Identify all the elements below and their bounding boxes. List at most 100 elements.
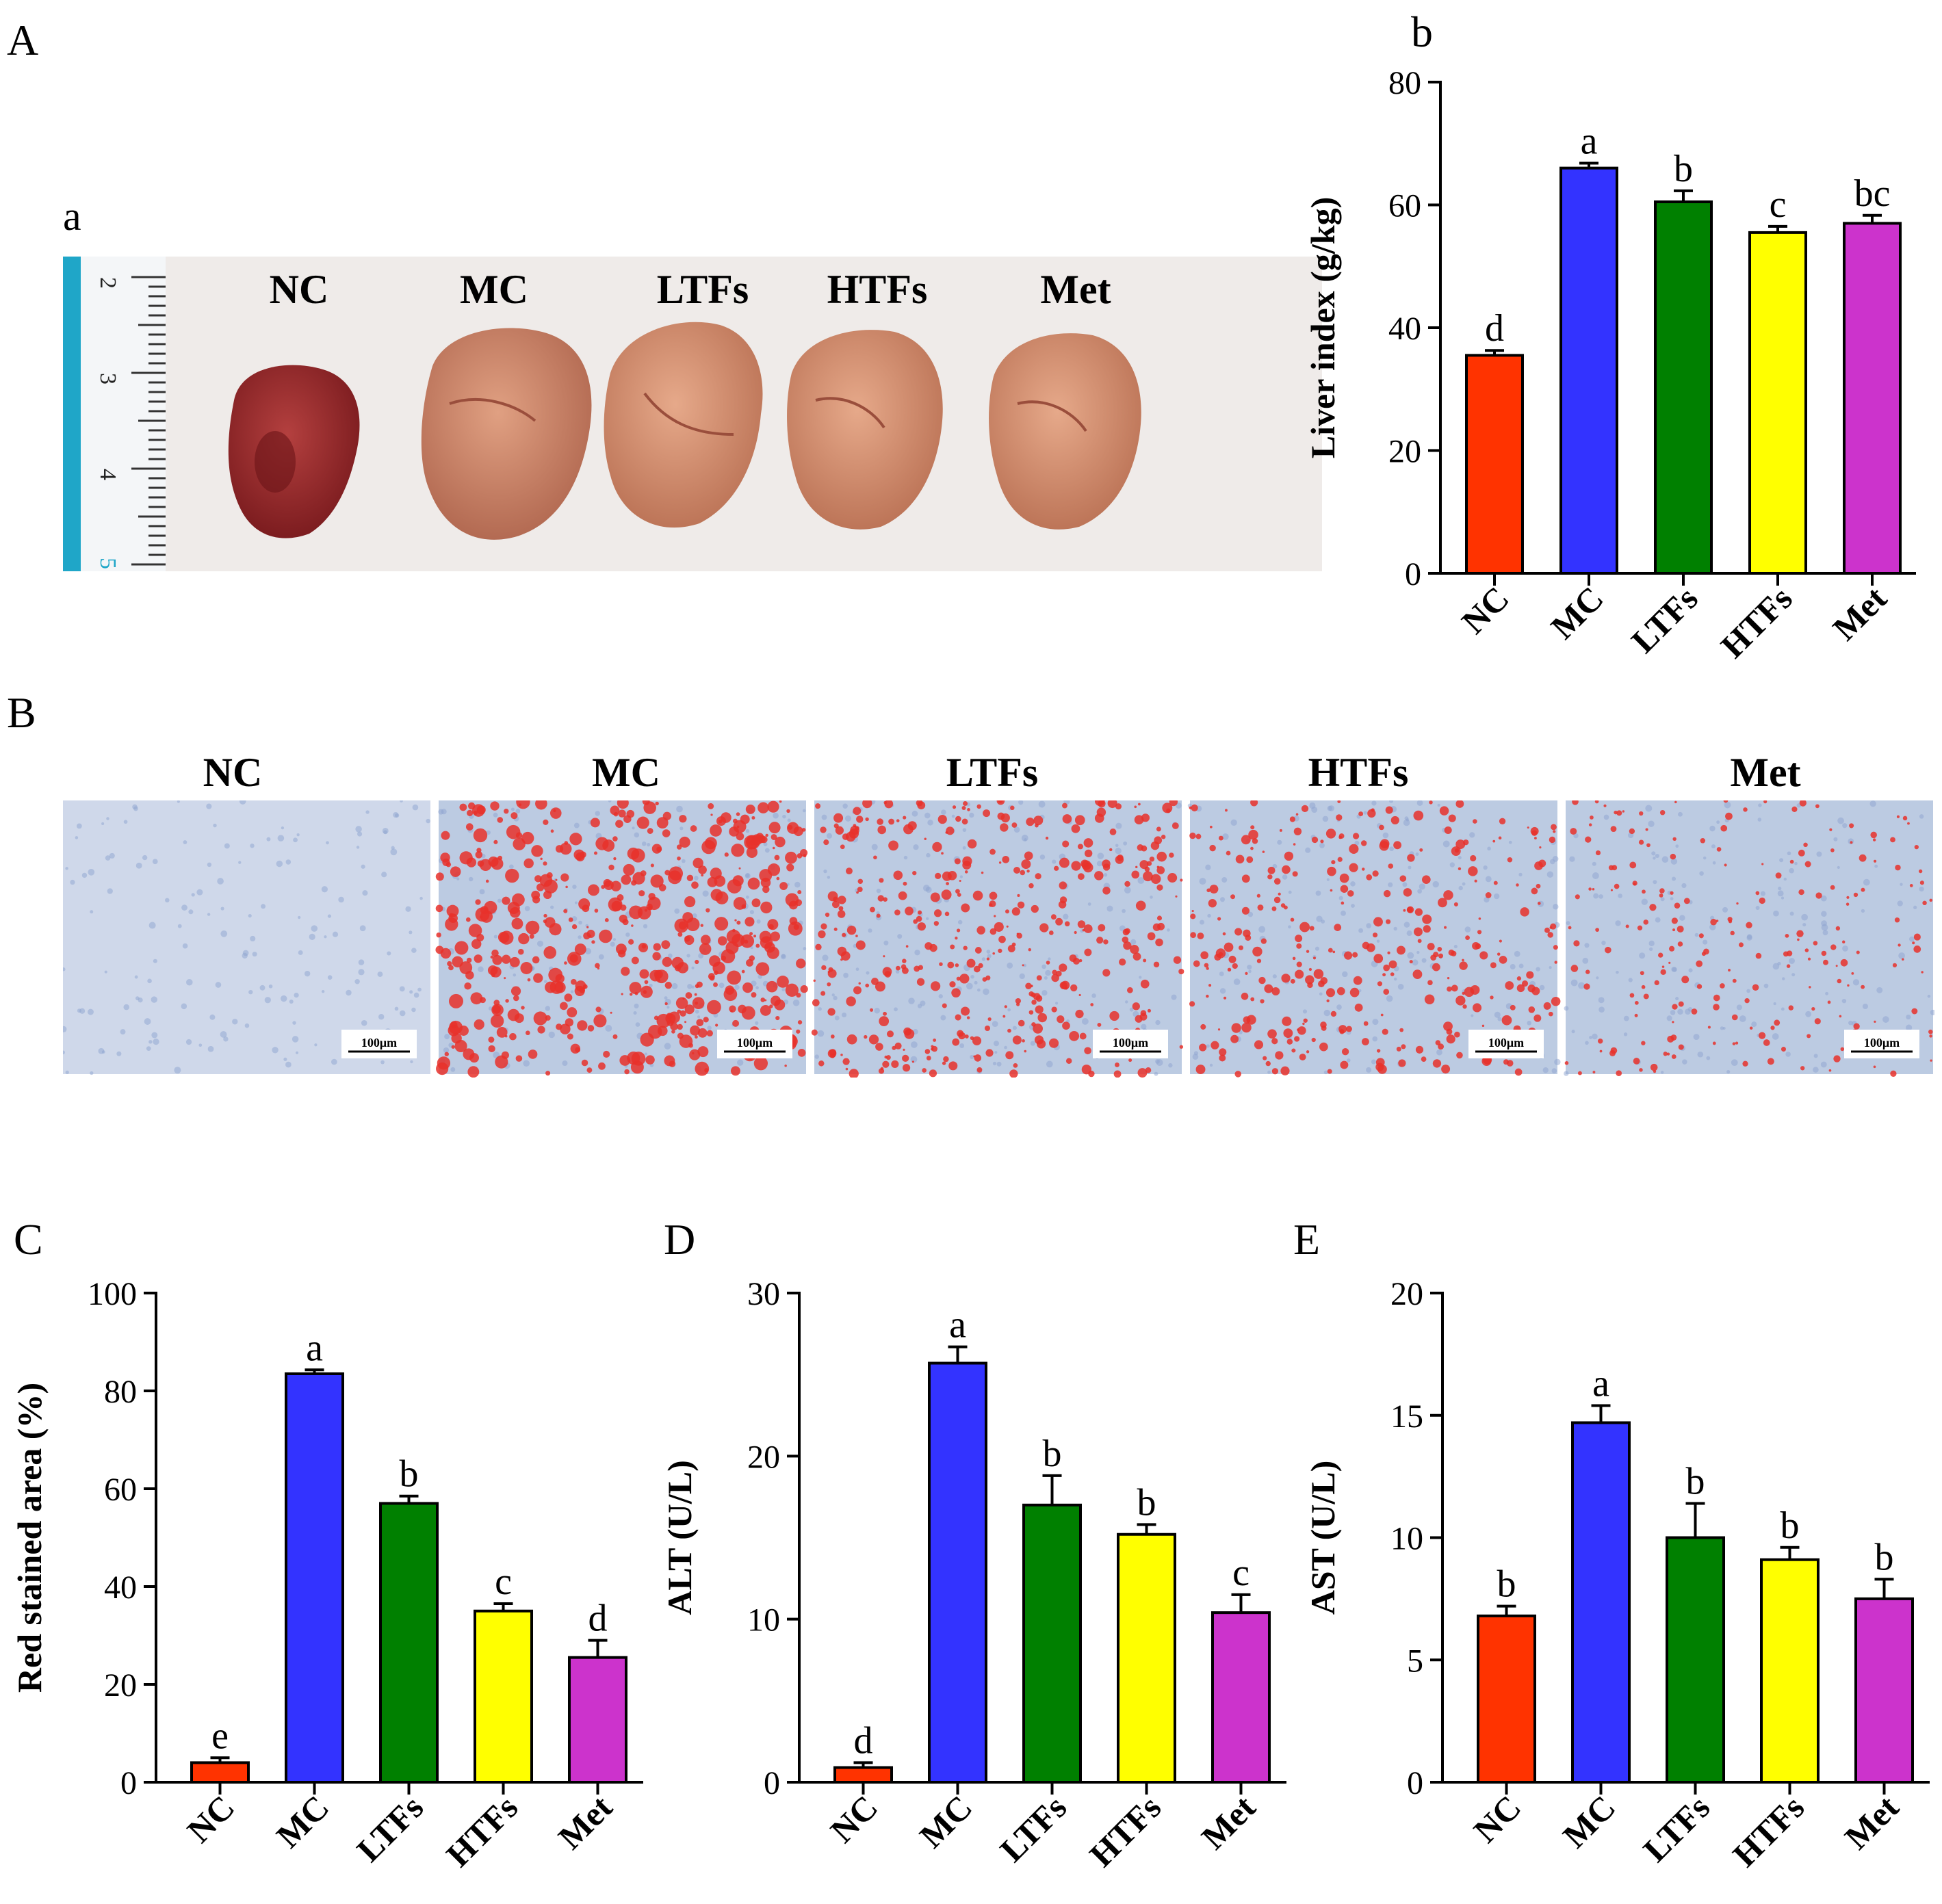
nucleus-dot [105,855,111,861]
lipid-droplet [1629,861,1637,869]
nucleus-dot [1376,939,1380,943]
nucleus-dot [380,1060,385,1065]
lipid-droplet [994,915,996,917]
nucleus-dot [304,970,311,977]
y-tick-label-d: 20 [747,1439,780,1475]
lipid-droplet [794,901,798,904]
nucleus-dot [272,1047,279,1054]
lipid-droplet [563,909,568,913]
nucleus-dot [1919,886,1924,892]
lipid-droplet [1293,843,1296,846]
lipid-droplet [1373,954,1384,963]
nucleus-dot [394,1006,399,1011]
panel-letter-A: A [7,16,39,64]
lipid-droplet [1167,873,1178,883]
lipid-droplet [701,874,704,877]
nucleus-dot [183,840,187,844]
lipid-droplet [870,1008,874,1012]
lipid-droplet [1419,848,1423,852]
lipid-droplet [1677,941,1683,947]
nucleus-dot [220,930,228,937]
lipid-droplet [639,912,642,915]
lipid-droplet [959,974,970,984]
y-tick-label-b: 80 [1388,65,1421,101]
bar-c-nc [190,1761,250,1784]
nucleus-dot [1709,924,1716,930]
nucleus-dot [1115,844,1119,848]
lipid-droplet [1320,839,1324,844]
lipid-droplet [653,943,661,951]
lipid-droplet [973,965,981,973]
x-tick-label-c-nc: NC [180,1788,242,1850]
lipid-droplet [1150,841,1160,850]
x-tick-label-d-mc: MC [912,1788,980,1855]
nucleus-dot [1469,832,1475,838]
histology-title-met: Met [1730,750,1801,795]
lipid-droplet [877,895,884,902]
lipid-droplet [785,851,797,864]
lipid-droplet [941,889,952,900]
lipid-droplet [973,1055,976,1058]
lipid-droplet [1022,1039,1025,1043]
lipid-droplet [1084,948,1092,956]
lipid-droplet [1278,892,1281,896]
nucleus-dot [1354,840,1360,846]
scale-bar-label: 100μm [1488,1036,1524,1049]
lipid-droplet [690,1025,701,1036]
nucleus-dot [1813,1067,1819,1073]
lipid-droplet [710,824,722,837]
lipid-droplet [992,952,996,955]
lipid-droplet [1637,925,1643,930]
lipid-droplet [436,1062,449,1075]
lipid-droplet [1453,902,1458,907]
lipid-droplet [815,803,821,809]
lipid-droplet [664,870,671,876]
nucleus-dot [152,859,158,865]
lipid-droplet [1634,1000,1639,1005]
nucleus-dot [756,919,761,924]
lipid-droplet [1134,805,1137,809]
lipid-droplet [976,1067,983,1073]
lipid-droplet [989,848,996,855]
lipid-droplet [1028,883,1034,889]
lipid-droplet [1126,987,1133,993]
lipid-droplet [545,981,556,993]
lipid-droplet [1815,804,1820,809]
lipid-droplet [449,1020,463,1034]
lipid-droplet [689,1049,701,1060]
lipid-droplet [760,1004,771,1016]
lipid-droplet [650,874,664,888]
lipid-droplet [1349,863,1358,872]
x-tick-label-b-nc: NC [1454,579,1516,641]
photo-label-htfs: HTFs [827,267,928,312]
lipid-droplet [933,909,942,917]
nucleus-dot [298,915,301,920]
lipid-droplet [517,948,524,955]
lipid-droplet [1823,959,1828,965]
nucleus-dot [1104,873,1108,877]
nucleus-dot [207,862,212,868]
lipid-droplet [1691,1008,1698,1015]
nucleus-dot [309,933,315,940]
significance-letter-d-ltfs: b [1043,1433,1062,1475]
lipid-droplet [845,1067,849,1071]
nucleus-dot [1820,1061,1827,1068]
nucleus-dot [970,1054,974,1059]
nucleus-dot [1258,926,1266,933]
lipid-droplet [1296,961,1302,967]
nucleus-dot [1192,1054,1199,1060]
lipid-droplet [1390,816,1399,825]
lipid-droplet [952,1038,960,1046]
scale-bar-box [1093,1030,1168,1058]
nucleus-dot [361,864,365,869]
lipid-droplet [976,804,981,809]
lipid-droplet [749,955,755,961]
lipid-droplet [1219,1048,1227,1056]
lipid-droplet [451,1032,462,1044]
nucleus-dot [823,869,827,874]
nucleus-dot [1703,856,1707,860]
lipid-droplet [690,825,697,832]
lipid-droplet [882,1060,890,1068]
nucleus-dot [181,904,187,911]
